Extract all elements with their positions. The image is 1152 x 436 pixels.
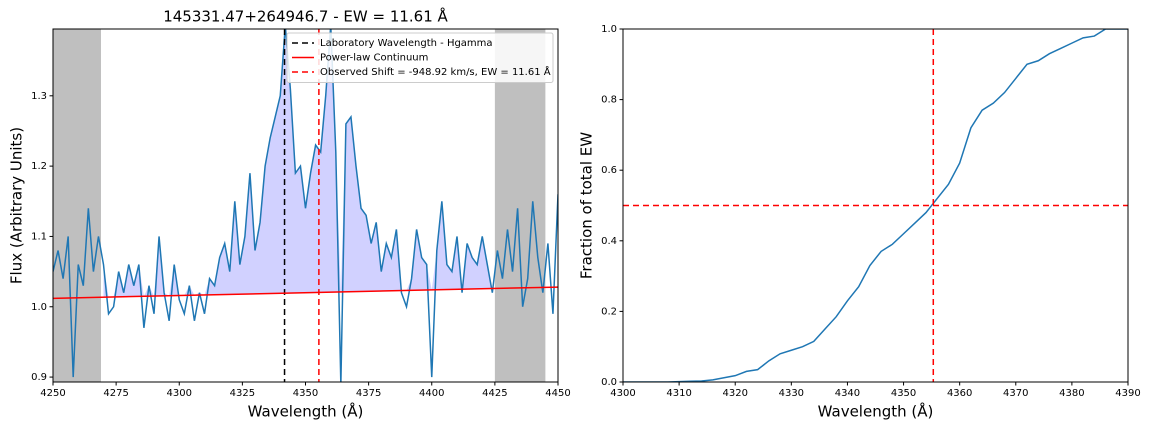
plot-area <box>53 29 558 382</box>
excluded-span <box>53 29 101 382</box>
legend-label: Observed Shift = -948.92 km/s, EW = 11.6… <box>320 65 551 78</box>
y-tick-label: 1.0 <box>31 302 47 313</box>
x-tick-label: 4350 <box>293 388 318 399</box>
x-tick-label: 4300 <box>610 388 635 399</box>
chart-title: 145331.47+264946.7 - EW = 11.61 Å <box>163 7 448 26</box>
y-tick-label: 1.3 <box>31 91 47 102</box>
y-axis-label: Flux (Arbitrary Units) <box>8 127 26 284</box>
x-tick-label: 4390 <box>1115 388 1140 399</box>
excluded-span <box>494 29 546 382</box>
y-tick-label: 0.9 <box>31 372 47 383</box>
y-tick-label: 1.0 <box>601 24 617 35</box>
x-axis-label: Wavelength (Å) <box>248 402 364 421</box>
x-tick-label: 4360 <box>947 388 972 399</box>
y-tick-label: 0.6 <box>601 165 617 176</box>
legend-label: Laboratory Wavelength - Hgamma <box>320 38 493 49</box>
x-tick-label: 4380 <box>1059 388 1084 399</box>
data-line <box>623 29 1128 382</box>
y-tick-label: 0.4 <box>601 236 617 247</box>
x-tick-label: 4300 <box>167 388 192 399</box>
legend-box <box>286 32 554 83</box>
y-tick-label: 1.2 <box>31 161 47 172</box>
plot-area <box>623 29 1128 382</box>
y-tick-label: 0.0 <box>601 377 617 388</box>
x-tick-label: 4310 <box>666 388 691 399</box>
x-tick-label: 4350 <box>891 388 916 399</box>
x-tick-label: 4370 <box>1003 388 1028 399</box>
x-tick-label: 4330 <box>779 388 804 399</box>
y-tick-label: 1.1 <box>31 231 47 242</box>
y-tick-label: 0.2 <box>601 306 617 317</box>
emission-fill <box>103 29 493 298</box>
x-tick-label: 4340 <box>835 388 860 399</box>
x-tick-label: 4450 <box>545 388 570 399</box>
x-tick-label: 4325 <box>230 388 255 399</box>
x-tick-label: 4275 <box>103 388 128 399</box>
axes-frame <box>622 28 1129 383</box>
x-tick-label: 4400 <box>419 388 444 399</box>
x-tick-label: 4375 <box>356 388 381 399</box>
x-tick-label: 4320 <box>722 388 747 399</box>
legend-label: Power-law Continuum <box>320 53 428 64</box>
y-axis-label: Fraction of total EW <box>578 132 596 279</box>
y-tick-label: 0.8 <box>601 95 617 106</box>
data-line <box>53 29 558 382</box>
x-tick-label: 4250 <box>40 388 65 399</box>
x-axis-label: Wavelength (Å) <box>818 402 934 421</box>
x-tick-label: 4425 <box>482 388 507 399</box>
continuum-line <box>53 286 558 300</box>
